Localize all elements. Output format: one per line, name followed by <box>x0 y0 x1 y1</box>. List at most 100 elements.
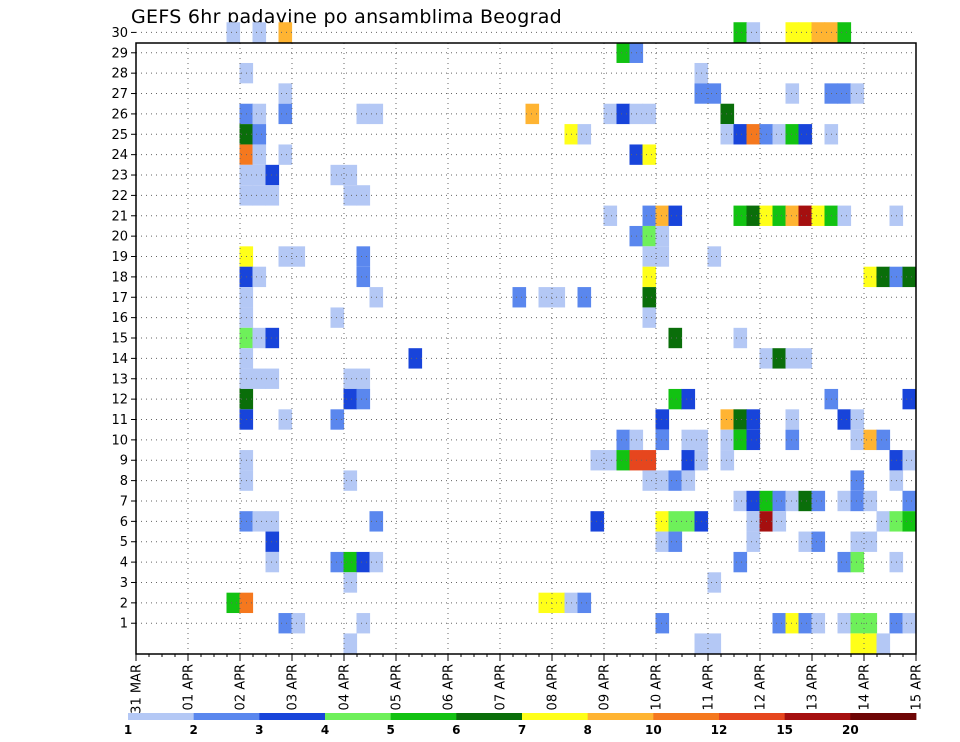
heatmap-cell <box>265 185 280 206</box>
y-tick-label: 28 <box>111 67 128 82</box>
heatmap-cell <box>746 409 761 430</box>
heatmap-cell <box>863 633 878 654</box>
heatmap-cell <box>811 490 826 512</box>
heatmap-cell <box>720 409 735 430</box>
heatmap-cell <box>252 327 267 349</box>
heatmap-cell <box>811 205 826 226</box>
heatmap-cell <box>356 613 371 634</box>
heatmap-cell <box>837 83 852 104</box>
heatmap-cell <box>733 490 748 512</box>
heatmap-cell <box>811 531 826 552</box>
y-tick-label: 19 <box>111 250 128 265</box>
heatmap-cell <box>265 164 280 186</box>
heatmap-cell <box>603 450 618 471</box>
heatmap-cell <box>343 388 358 410</box>
x-tick-label: 07 APR <box>494 664 509 710</box>
heatmap-cell <box>278 409 293 430</box>
heatmap-cell <box>577 287 592 308</box>
heatmap-cell <box>668 327 683 349</box>
heatmap-cell <box>850 531 865 552</box>
heatmap-cell <box>707 572 722 593</box>
heatmap-cell <box>252 266 267 288</box>
heatmap-cell <box>655 511 670 532</box>
heatmap-cell <box>551 592 566 614</box>
heatmap-cell <box>733 124 748 145</box>
heatmap-cell <box>785 409 800 430</box>
legend-swatch <box>128 713 195 720</box>
heatmap-cell <box>720 450 735 471</box>
heatmap-cell <box>876 633 891 654</box>
heatmap-cell <box>668 511 683 532</box>
heatmap-cell <box>746 490 761 512</box>
heatmap-cell <box>265 327 280 349</box>
heatmap-cell <box>785 490 800 512</box>
heatmap-cell <box>850 633 865 654</box>
legend-level-label: 10 <box>645 723 662 737</box>
heatmap-cell <box>785 22 800 43</box>
color-legend: 1 2 3 4 5 6 7 8 10 12 15 20 <box>124 713 917 737</box>
x-tick-label: 06 APR <box>442 664 457 710</box>
heatmap-cell <box>655 531 670 552</box>
heatmap-cell <box>616 42 631 63</box>
heatmap-cell <box>681 470 696 491</box>
heatmap-cell <box>590 511 605 532</box>
heatmap-cell <box>876 511 891 532</box>
heatmap-cell <box>356 551 371 573</box>
legend-level-label: 15 <box>776 723 793 737</box>
heatmap-cell <box>330 551 345 573</box>
y-tick-label: 12 <box>111 393 128 408</box>
heatmap-cell <box>850 470 865 491</box>
y-tick-label: 18 <box>111 270 128 285</box>
heatmap-cell <box>720 103 735 125</box>
heatmap-cell <box>278 613 293 634</box>
heatmap-cell <box>265 511 280 532</box>
heatmap-cell <box>733 429 748 451</box>
heatmap-cell <box>707 83 722 104</box>
heatmap-cell <box>850 490 865 512</box>
x-tick-label: 09 APR <box>598 664 613 710</box>
heatmap-cell <box>681 511 696 532</box>
heatmap-cell <box>694 633 709 654</box>
heatmap-cell <box>278 246 293 267</box>
x-tick-label: 03 APR <box>286 664 301 710</box>
heatmap-cell <box>616 450 631 471</box>
heatmap-cell <box>785 205 800 226</box>
heatmap-cell <box>707 633 722 654</box>
heatmap-cell <box>785 124 800 145</box>
heatmap-cell <box>356 103 371 125</box>
heatmap-cell <box>252 164 267 186</box>
heatmap-cell <box>902 388 916 410</box>
y-tick-label: 23 <box>111 169 128 184</box>
heatmap-cell <box>226 592 241 614</box>
y-tick-label: 21 <box>111 209 128 224</box>
legend-level-label: 4 <box>321 723 329 737</box>
heatmap-cell <box>655 246 670 267</box>
y-tick-label: 16 <box>111 311 128 326</box>
heatmap-cell <box>343 164 358 186</box>
heatmap-cell <box>863 429 878 451</box>
x-tick-label: 10 APR <box>650 664 665 710</box>
heatmap-cell <box>655 429 670 451</box>
legend-swatch <box>587 713 654 720</box>
heatmap-cell <box>798 490 813 512</box>
y-tick-label: 14 <box>111 352 128 367</box>
heatmap-cell <box>850 551 865 573</box>
y-tick-label: 15 <box>111 332 128 347</box>
heatmap-cell <box>902 450 916 471</box>
y-tick-label: 6 <box>120 515 128 530</box>
legend-swatch <box>719 713 786 720</box>
grid-lines <box>136 31 916 654</box>
heatmap-cell <box>655 409 670 430</box>
y-tick-label: 10 <box>111 433 128 448</box>
heatmap-cell <box>577 124 592 145</box>
legend-swatch <box>850 713 917 720</box>
legend-level-label: 1 <box>124 723 132 737</box>
heatmap-cell <box>785 83 800 104</box>
y-tick-label: 20 <box>111 230 128 245</box>
heatmap-cell <box>720 124 735 145</box>
heatmap-cell <box>265 531 280 552</box>
heatmap-cell <box>733 409 748 430</box>
legend-level-label: 6 <box>452 723 460 737</box>
legend-swatch <box>522 713 589 720</box>
heatmap-cell <box>681 388 696 410</box>
